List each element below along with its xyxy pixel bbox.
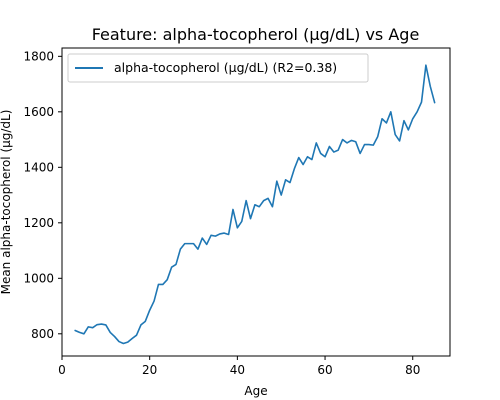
y-tick-label: 800 bbox=[31, 327, 54, 341]
y-tick-label: 1200 bbox=[23, 216, 54, 230]
plot-area bbox=[62, 48, 450, 356]
axes-frame bbox=[61, 47, 451, 357]
x-tick-label: 80 bbox=[405, 363, 420, 377]
chart-title: Feature: alpha-tocopherol (µg/dL) vs Age bbox=[92, 25, 420, 44]
legend: alpha-tocopherol (µg/dL) (R2=0.38) bbox=[67, 53, 369, 83]
x-tick-label: 60 bbox=[317, 363, 332, 377]
y-tick-label: 1000 bbox=[23, 271, 54, 285]
x-tick-label: 20 bbox=[142, 363, 157, 377]
y-axis-label: Mean alpha-tocopherol (µg/dL) bbox=[0, 110, 13, 295]
y-tick-label: 1600 bbox=[23, 105, 54, 119]
legend-box bbox=[67, 53, 369, 83]
x-tick-label: 0 bbox=[58, 363, 66, 377]
y-tick-label: 1400 bbox=[23, 160, 54, 174]
series-line-0 bbox=[74, 64, 436, 345]
y-tick-label: 1800 bbox=[23, 49, 54, 63]
x-tick-label: 40 bbox=[230, 363, 245, 377]
x-axis-label: Age bbox=[244, 384, 267, 398]
legend-series-label: alpha-tocopherol (µg/dL) (R2=0.38) bbox=[114, 60, 337, 75]
